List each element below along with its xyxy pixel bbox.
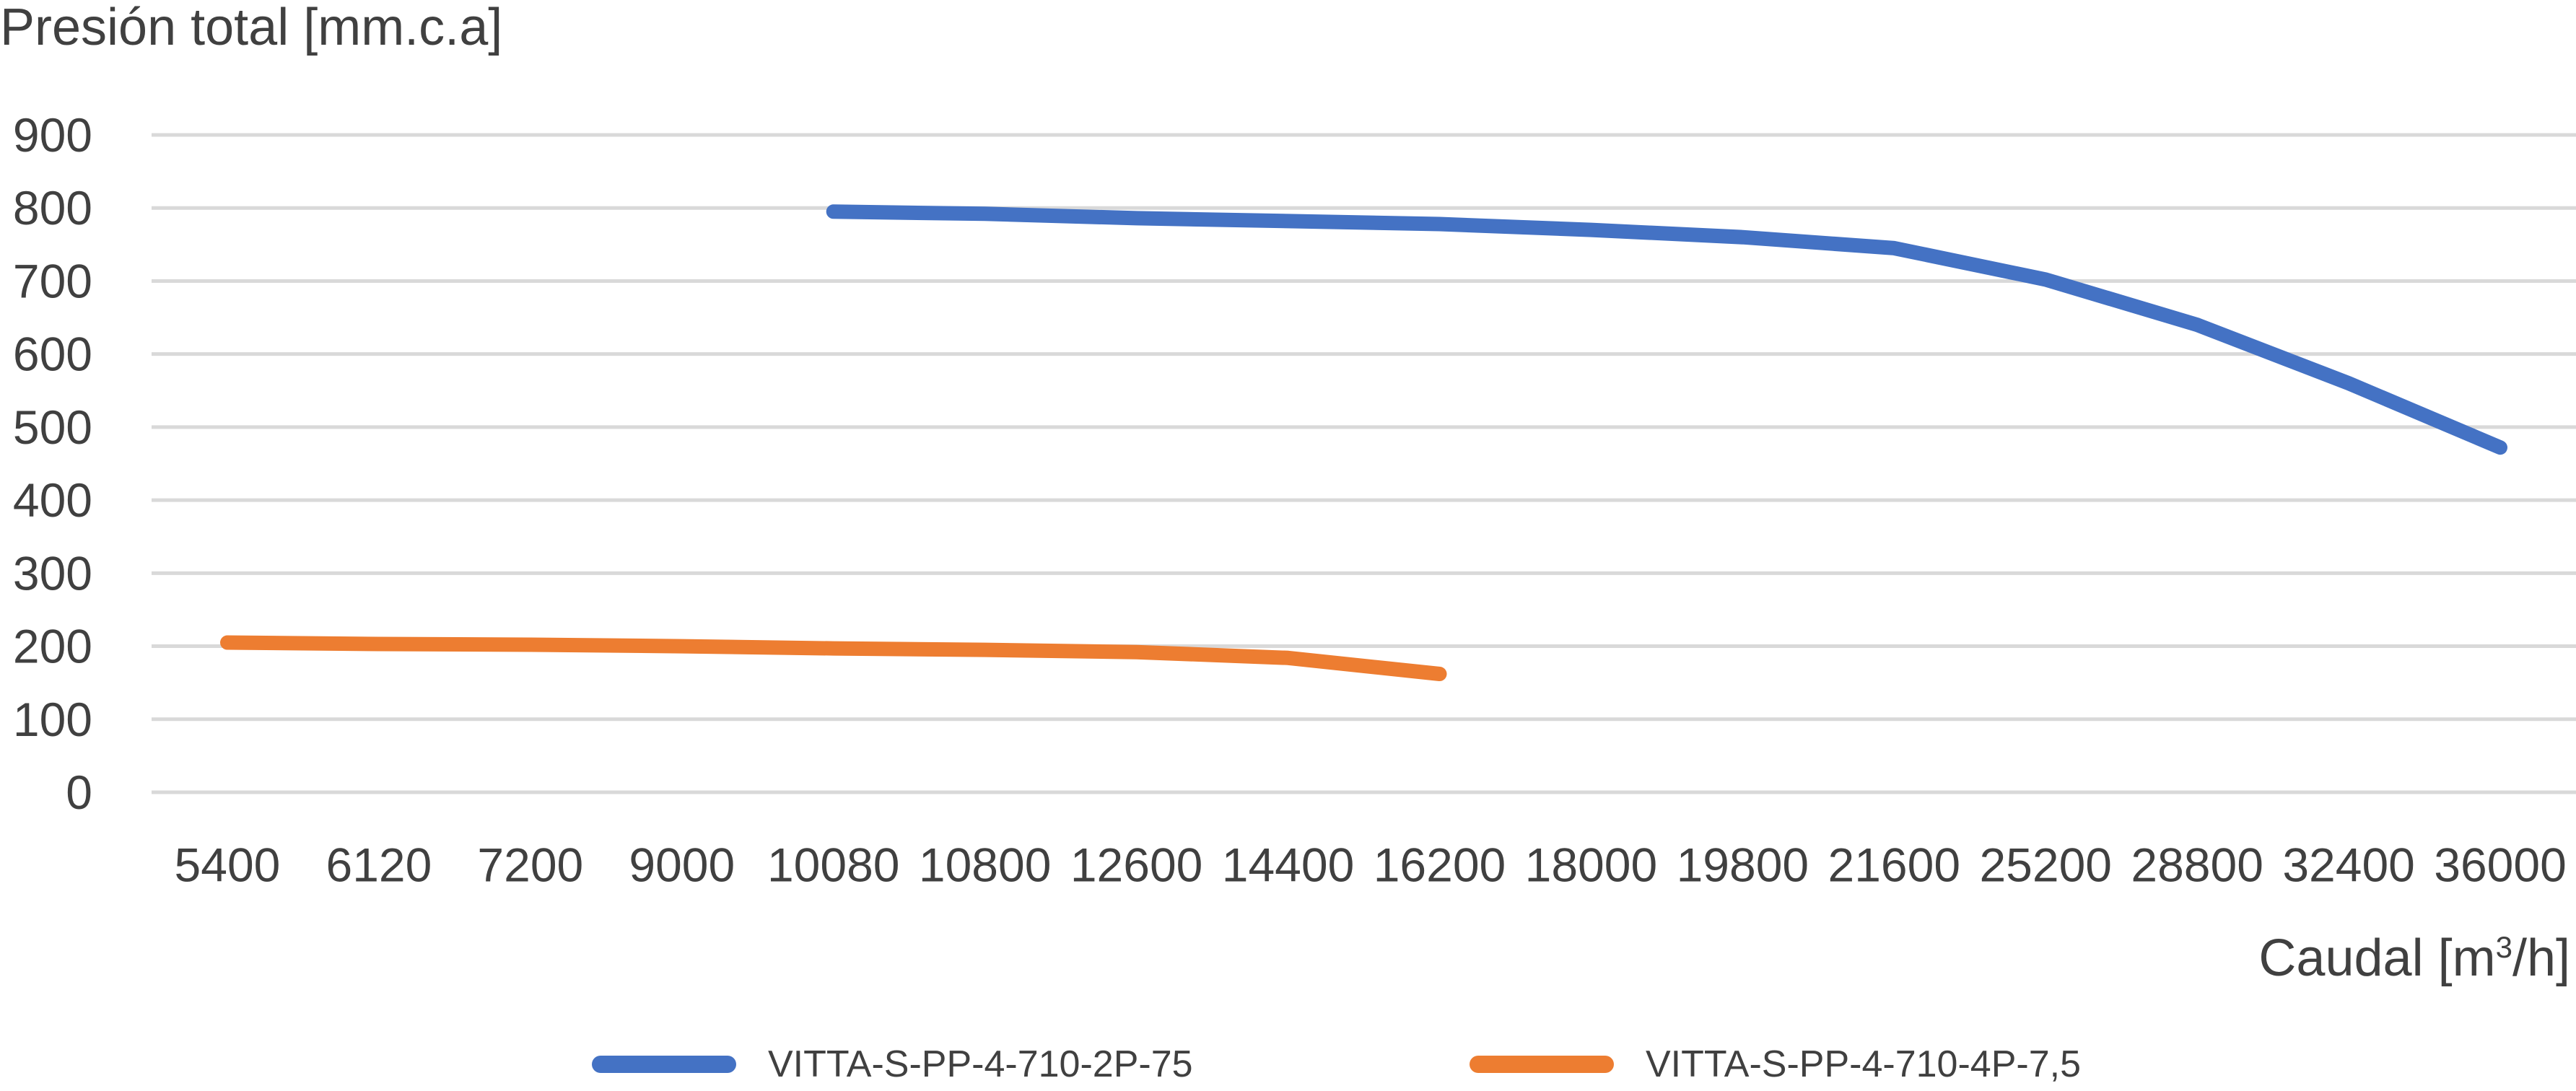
y-tick-label-800: 800	[13, 181, 92, 235]
x-tick-label-36000: 36000	[2434, 838, 2567, 891]
x-tick-label-21600: 21600	[1828, 838, 1961, 891]
x-tick-label-28800: 28800	[2131, 838, 2263, 891]
y-tick-label-400: 400	[13, 473, 92, 527]
legend-label-series-2: VITTA-S-PP-4-710-4P-7,5	[1646, 1043, 2082, 1085]
y-tick-label-500: 500	[13, 400, 92, 454]
x-tick-label-32400: 32400	[2282, 838, 2415, 891]
legend-swatch-series-1	[592, 1056, 736, 1073]
legend-item-series-1: VITTA-S-PP-4-710-2P-75	[592, 1039, 1193, 1090]
series-lines	[220, 204, 2507, 681]
x-tick-label-12600: 12600	[1070, 838, 1203, 891]
x-tick-label-18000: 18000	[1525, 838, 1658, 891]
gridlines	[152, 133, 2576, 794]
legend-item-series-2: VITTA-S-PP-4-710-4P-7,5	[1470, 1039, 2081, 1090]
x-tick-label-6120: 6120	[326, 838, 432, 891]
series-line-1	[826, 204, 2507, 455]
y-tick-labels: 0 100 200 300 400 500 600 700 800 900	[13, 108, 92, 819]
y-tick-label-100: 100	[13, 693, 92, 746]
x-tick-label-10080: 10080	[767, 838, 900, 891]
x-axis-label: Caudal [m3/h]	[2258, 929, 2570, 987]
x-tick-label-9000: 9000	[629, 838, 735, 891]
x-tick-label-14400: 14400	[1222, 838, 1355, 891]
y-tick-label-700: 700	[13, 254, 92, 307]
x-axis-label-main: Caudal [m	[2258, 929, 2496, 987]
x-axis-label-end: /h]	[2512, 929, 2570, 987]
y-tick-label-600: 600	[13, 328, 92, 381]
y-tick-label-200: 200	[13, 620, 92, 673]
legend: VITTA-S-PP-4-710-2P-75 VITTA-S-PP-4-710-…	[0, 1039, 2576, 1090]
y-tick-label-900: 900	[13, 108, 92, 162]
legend-swatch-series-2	[1470, 1056, 1614, 1073]
x-tick-label-16200: 16200	[1374, 838, 1506, 891]
legend-label-series-1: VITTA-S-PP-4-710-2P-75	[768, 1043, 1193, 1085]
x-tick-labels: 5400 6120 7200 9000 10080 10800 12600 14400 1620…	[175, 838, 2567, 891]
x-tick-label-10800: 10800	[919, 838, 1052, 891]
y-tick-label-0: 0	[66, 766, 92, 819]
y-tick-label-300: 300	[13, 546, 92, 600]
x-tick-label-7200: 7200	[477, 838, 583, 891]
x-tick-label-5400: 5400	[175, 838, 281, 891]
x-axis-label-superscript: 3	[2495, 930, 2512, 964]
y-axis-label: Presión total [mm.c.a]	[0, 0, 503, 56]
x-tick-label-25200: 25200	[1979, 838, 2112, 891]
x-tick-label-19800: 19800	[1677, 838, 1809, 891]
series-line-2	[220, 635, 1447, 681]
